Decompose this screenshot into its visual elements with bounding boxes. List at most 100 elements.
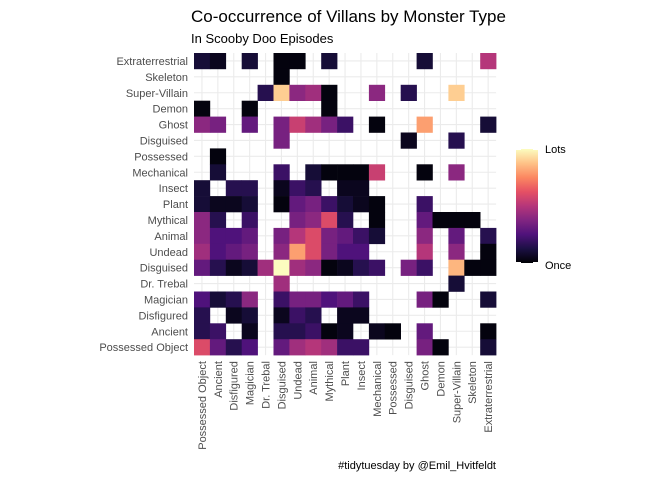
heatmap-cell (416, 291, 433, 308)
heatmap-cell (225, 196, 242, 213)
heatmap-cell (337, 227, 354, 245)
x-tick-label: Plant (340, 361, 352, 386)
heatmap-cell (194, 212, 211, 229)
x-tick-label: Super-Villain (451, 361, 463, 423)
heatmap-cell (241, 291, 258, 308)
heatmap-cell (337, 291, 354, 308)
heatmap-cell (273, 291, 290, 308)
heatmap-cell (321, 100, 338, 117)
heatmap-cell (337, 323, 354, 340)
heatmap-cell (305, 84, 322, 101)
heatmap-cell (448, 275, 465, 292)
heatmap-cell (194, 259, 211, 276)
heatmap-cell (416, 53, 433, 70)
heatmap-cell (305, 259, 322, 276)
heatmap-cell (480, 291, 497, 308)
heatmap-cell (321, 227, 338, 245)
heatmap-cell (289, 227, 306, 245)
heatmap-cell (416, 339, 433, 356)
heatmap-cell (194, 196, 211, 213)
heatmap-cell (353, 180, 370, 197)
heatmap-cell (353, 307, 370, 324)
heatmap-cell (209, 323, 227, 340)
heatmap-cell (241, 196, 258, 213)
heatmap-cell (209, 291, 227, 308)
heatmap-cell (273, 180, 290, 197)
legend-label-high: Lots (545, 144, 566, 156)
heatmap-cell (241, 212, 258, 229)
heatmap-cell (289, 291, 306, 308)
heatmap-cell (305, 212, 322, 229)
heatmap-cell (289, 259, 306, 276)
heatmap-cell (368, 84, 386, 101)
heatmap-cell (289, 307, 306, 324)
y-tick-label: Possessed (134, 151, 188, 163)
heatmap-cell (273, 323, 290, 340)
heatmap-cell (480, 259, 497, 276)
heatmap-cell (321, 84, 338, 101)
y-tick-label: Ghost (159, 120, 188, 132)
heatmap-cell (194, 243, 211, 260)
heatmap-cell (337, 164, 354, 181)
y-tick-label: Magician (144, 294, 188, 306)
heatmap-cell (464, 259, 481, 276)
heatmap-cell (194, 53, 211, 70)
heatmap-cell (209, 227, 227, 245)
heatmap-cell (337, 196, 354, 213)
y-tick-label: Skeleton (145, 72, 188, 84)
y-tick-label: Disfigured (138, 310, 188, 322)
heatmap-cell (209, 53, 227, 70)
heatmap-cell (432, 339, 449, 356)
heatmap-cell (353, 243, 370, 260)
heatmap-cell (194, 323, 211, 340)
heatmap-cell (209, 148, 227, 165)
heatmap-cell (305, 180, 322, 197)
heatmap-cell (416, 323, 433, 340)
heatmap-cell (353, 196, 370, 213)
heatmap-cell (241, 339, 258, 356)
heatmap-cell (194, 180, 211, 197)
heatmap-cell (321, 212, 338, 229)
heatmap-cell (448, 243, 465, 260)
y-tick-label: Demon (153, 104, 188, 116)
heatmap-cell (321, 164, 338, 181)
heatmap-cell (305, 323, 322, 340)
heatmap-cell (337, 307, 354, 324)
heatmap-cell (289, 53, 306, 70)
heatmap-cell (273, 116, 290, 133)
heatmap-cell (241, 243, 258, 260)
heatmap-cell (273, 227, 290, 245)
heatmap-cell (209, 339, 227, 356)
x-tick-label: Extraterrestrial (483, 361, 495, 433)
x-tick-label: Magician (245, 361, 257, 405)
heatmap-cell (305, 227, 322, 245)
legend-label-low: Once (545, 260, 571, 272)
heatmap-cell (305, 291, 322, 308)
heatmap-cell (225, 291, 242, 308)
heatmap-cell (416, 243, 433, 260)
y-tick-label: Mythical (148, 215, 188, 227)
heatmap-cells (194, 53, 497, 356)
heatmap-cell (257, 84, 274, 101)
heatmap-cell (480, 116, 497, 133)
heatmap-cell (448, 259, 465, 276)
x-tick-label: Possessed (388, 361, 400, 415)
x-tick-label: Mythical (324, 361, 336, 401)
color-legend: Lots Once (516, 144, 571, 272)
heatmap-cell (368, 116, 386, 133)
heatmap-cell (448, 84, 465, 101)
heatmap-cell (194, 116, 211, 133)
heatmap-cell (289, 84, 306, 101)
heatmap-cell (432, 291, 449, 308)
heatmap-cell (368, 212, 386, 229)
heatmap-cell (289, 180, 306, 197)
heatmap-cell (241, 180, 258, 197)
heatmap-cell (321, 323, 338, 340)
heatmap-cell (368, 227, 386, 245)
heatmap-cell (194, 100, 211, 117)
heatmap-cell (400, 84, 417, 101)
heatmap-cell (241, 259, 258, 276)
heatmap-cell (416, 116, 433, 133)
heatmap-cell (321, 291, 338, 308)
